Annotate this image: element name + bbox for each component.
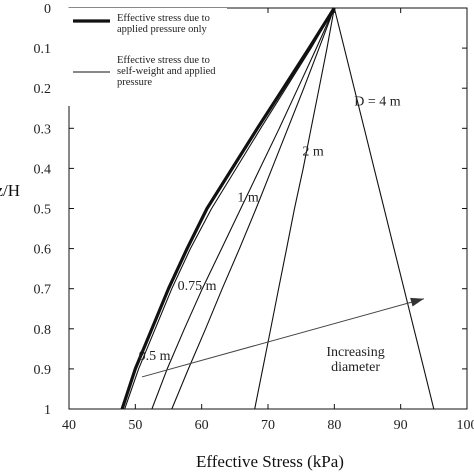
y-axis-title: z/H xyxy=(0,181,20,200)
x-tick-label-2: 60 xyxy=(195,418,209,433)
legend-entry-1-line-1: self-weight and applied xyxy=(117,66,216,77)
plot-marks xyxy=(120,7,435,410)
annotation-label-2: 1 m xyxy=(237,191,259,206)
x-tick-label-6: 100 xyxy=(457,418,474,433)
y-tick-label-10: 1 xyxy=(44,403,51,418)
annotation-label-1: 2 m xyxy=(302,145,324,160)
x-tick-label-4: 80 xyxy=(327,418,341,433)
legend-box xyxy=(62,8,227,106)
legend-entry-1-line-2: pressure xyxy=(117,77,152,88)
x-tick-label-1: 50 xyxy=(128,418,142,433)
increasing-diameter-arrow-head xyxy=(410,297,424,307)
x-tick-label-3: 70 xyxy=(261,418,275,433)
series-line-2 xyxy=(151,7,335,410)
y-tick-label-1: 0.1 xyxy=(34,42,52,57)
y-tick-label-7: 0.7 xyxy=(34,283,52,298)
series-line-0 xyxy=(120,7,336,410)
legend-entry-0-line-1: applied pressure only xyxy=(117,24,208,35)
y-tick-label-5: 0.5 xyxy=(34,203,52,218)
y-tick-label-4: 0.4 xyxy=(34,162,52,177)
annotation-label-5-line-1: diameter xyxy=(331,360,380,375)
legend-entry-0-line-0: Effective stress due to xyxy=(117,13,210,24)
axis-tick-labels: D = 4 m 2 m 1 m 0.75 m 0.5 m Increasingdiamet… xyxy=(34,2,474,433)
annotation-label-3: 0.75 m xyxy=(178,279,217,294)
y-tick-label-2: 0.2 xyxy=(34,82,52,97)
x-tick-label-5: 90 xyxy=(394,418,408,433)
y-tick-label-3: 0.3 xyxy=(34,122,52,137)
increasing-diameter-arrow-shaft xyxy=(141,298,425,378)
y-tick-label-6: 0.6 xyxy=(34,243,52,258)
legend-entry-1-line-0: Effective stress due to xyxy=(117,55,210,66)
x-tick-label-0: 40 xyxy=(62,418,76,433)
y-tick-label-0: 0 xyxy=(44,2,51,17)
annotation-label-0: D = 4 m xyxy=(354,94,401,109)
y-tick-label-8: 0.8 xyxy=(34,323,52,338)
y-tick-label-9: 0.9 xyxy=(34,363,52,378)
series-line-1 xyxy=(124,7,335,410)
series-line-3 xyxy=(171,7,335,410)
series-line-5 xyxy=(333,7,435,410)
annotation-label-4: 0.5 m xyxy=(139,349,171,364)
x-axis-title: Effective Stress (kPa) xyxy=(196,452,344,471)
annotation-label-5-line-0: Increasing xyxy=(326,345,384,360)
